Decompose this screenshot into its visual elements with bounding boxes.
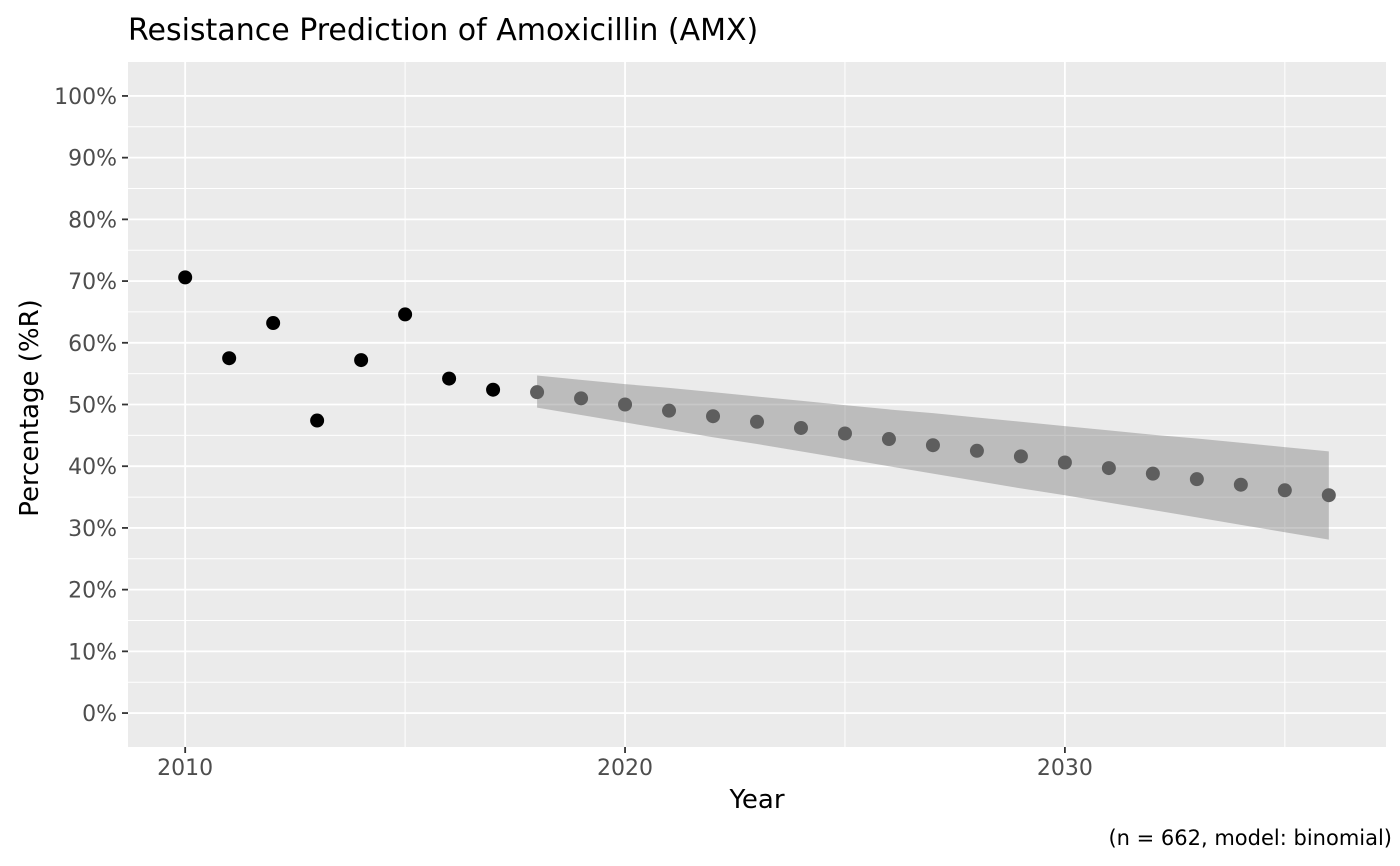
confidence-ribbon: [537, 375, 1329, 540]
observed-point: [178, 270, 193, 285]
predicted-point: [1101, 461, 1116, 476]
observed-point: [398, 307, 413, 322]
y-axis-title: Percentage (%R): [15, 299, 45, 517]
predicted-point: [1233, 477, 1248, 492]
predicted-point: [530, 385, 545, 400]
x-axis-title: Year: [729, 785, 785, 815]
predicted-point: [837, 426, 852, 441]
observed-point: [310, 413, 325, 428]
predicted-point: [706, 409, 721, 424]
y-tick-label: 20%: [68, 579, 117, 604]
y-tick-label: 10%: [68, 640, 117, 665]
predicted-point: [1277, 483, 1292, 498]
predicted-point: [662, 403, 677, 418]
y-tick-label: 90%: [68, 147, 117, 172]
observed-point: [354, 353, 369, 368]
y-tick-label: 60%: [68, 332, 117, 357]
x-tick-label: 2020: [597, 756, 653, 781]
observed-point: [486, 382, 501, 397]
predicted-point: [1057, 455, 1072, 470]
predicted-point: [881, 432, 896, 447]
y-tick-label: 50%: [68, 394, 117, 419]
y-tick-label: 0%: [82, 702, 117, 727]
y-tick-label: 80%: [68, 208, 117, 233]
x-tick-label: 2010: [157, 756, 213, 781]
predicted-point: [1189, 472, 1204, 487]
observed-point: [442, 371, 457, 386]
chart-caption: (n = 662, model: binomial): [1108, 826, 1392, 850]
predicted-point: [574, 391, 589, 406]
observed-point: [266, 316, 281, 331]
y-tick-label: 70%: [68, 270, 117, 295]
y-tick-label: 40%: [68, 455, 117, 480]
predicted-point: [793, 420, 808, 435]
x-tick-label: 2030: [1037, 756, 1093, 781]
predicted-point: [1321, 488, 1336, 503]
y-tick-label: 30%: [68, 517, 117, 542]
predicted-point: [1013, 449, 1028, 464]
y-tick-label: 100%: [54, 85, 117, 110]
predicted-point: [925, 438, 940, 453]
predicted-point: [969, 443, 984, 458]
predicted-point: [750, 414, 764, 429]
predicted-point: [1145, 466, 1160, 481]
observed-point: [222, 351, 237, 366]
chart-title: Resistance Prediction of Amoxicillin (AM…: [128, 13, 759, 48]
predicted-point: [618, 397, 633, 412]
